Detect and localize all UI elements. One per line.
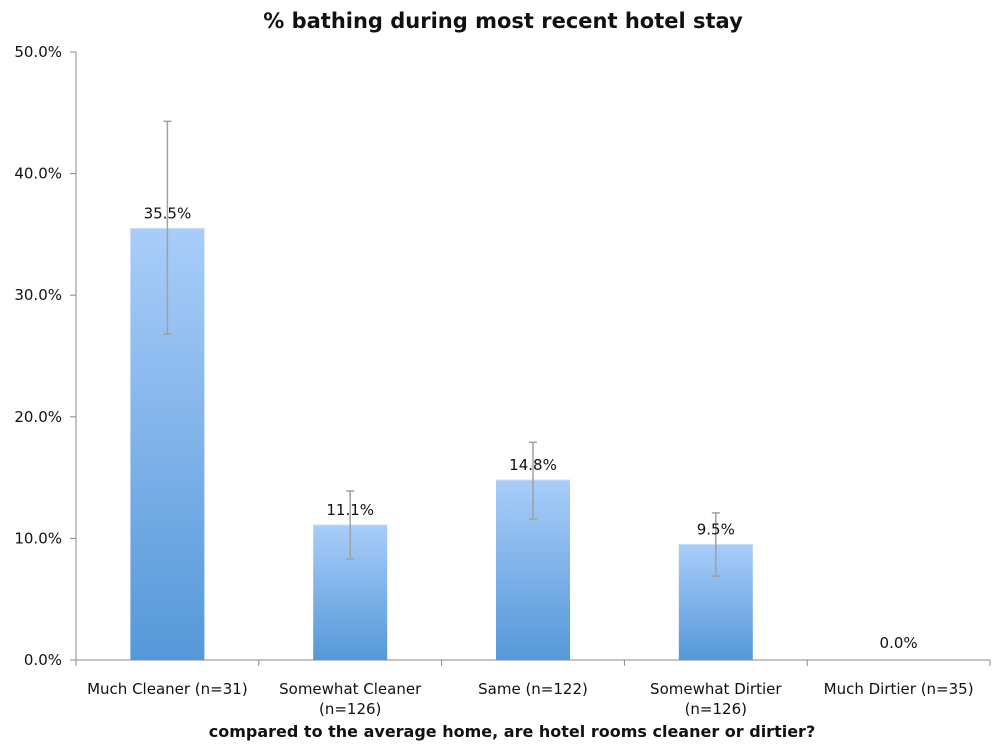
bars [130, 227, 753, 660]
category-label: Somewhat Cleaner [279, 680, 422, 698]
y-tick-label: 50.0% [14, 43, 62, 61]
y-tick-label: 0.0% [24, 651, 62, 669]
category-label: Much Cleaner (n=31) [87, 680, 248, 698]
error-bars [163, 120, 720, 577]
y-tick-label: 30.0% [14, 286, 62, 304]
x-axis [75, 659, 991, 666]
y-axis: 0.0% 10.0% 20.0% 30.0% 40.0% 50.0% [14, 43, 77, 669]
category-label: Somewhat Dirtier [650, 680, 782, 698]
category-label: Much Dirtier (n=35) [824, 680, 974, 698]
data-label: 9.5% [697, 520, 735, 538]
data-label: 35.5% [144, 204, 192, 222]
category-label: (n=126) [685, 700, 747, 718]
y-tick-label: 40.0% [14, 165, 62, 183]
data-label: 0.0% [880, 634, 918, 652]
category-labels: Much Cleaner (n=31) Somewhat Cleaner (n=12… [87, 680, 973, 718]
category-label: Same (n=122) [478, 680, 588, 698]
category-label: (n=126) [319, 700, 381, 718]
data-label: 11.1% [326, 501, 374, 519]
data-label: 14.8% [509, 456, 557, 474]
y-tick-label: 20.0% [14, 408, 62, 426]
chart-title: % bathing during most recent hotel stay [263, 9, 743, 33]
x-axis-title: compared to the average home, are hotel … [209, 722, 815, 741]
y-tick-label: 10.0% [14, 529, 62, 547]
data-labels: 35.5% 11.1% 14.8% 9.5% 0.0% [144, 204, 918, 652]
